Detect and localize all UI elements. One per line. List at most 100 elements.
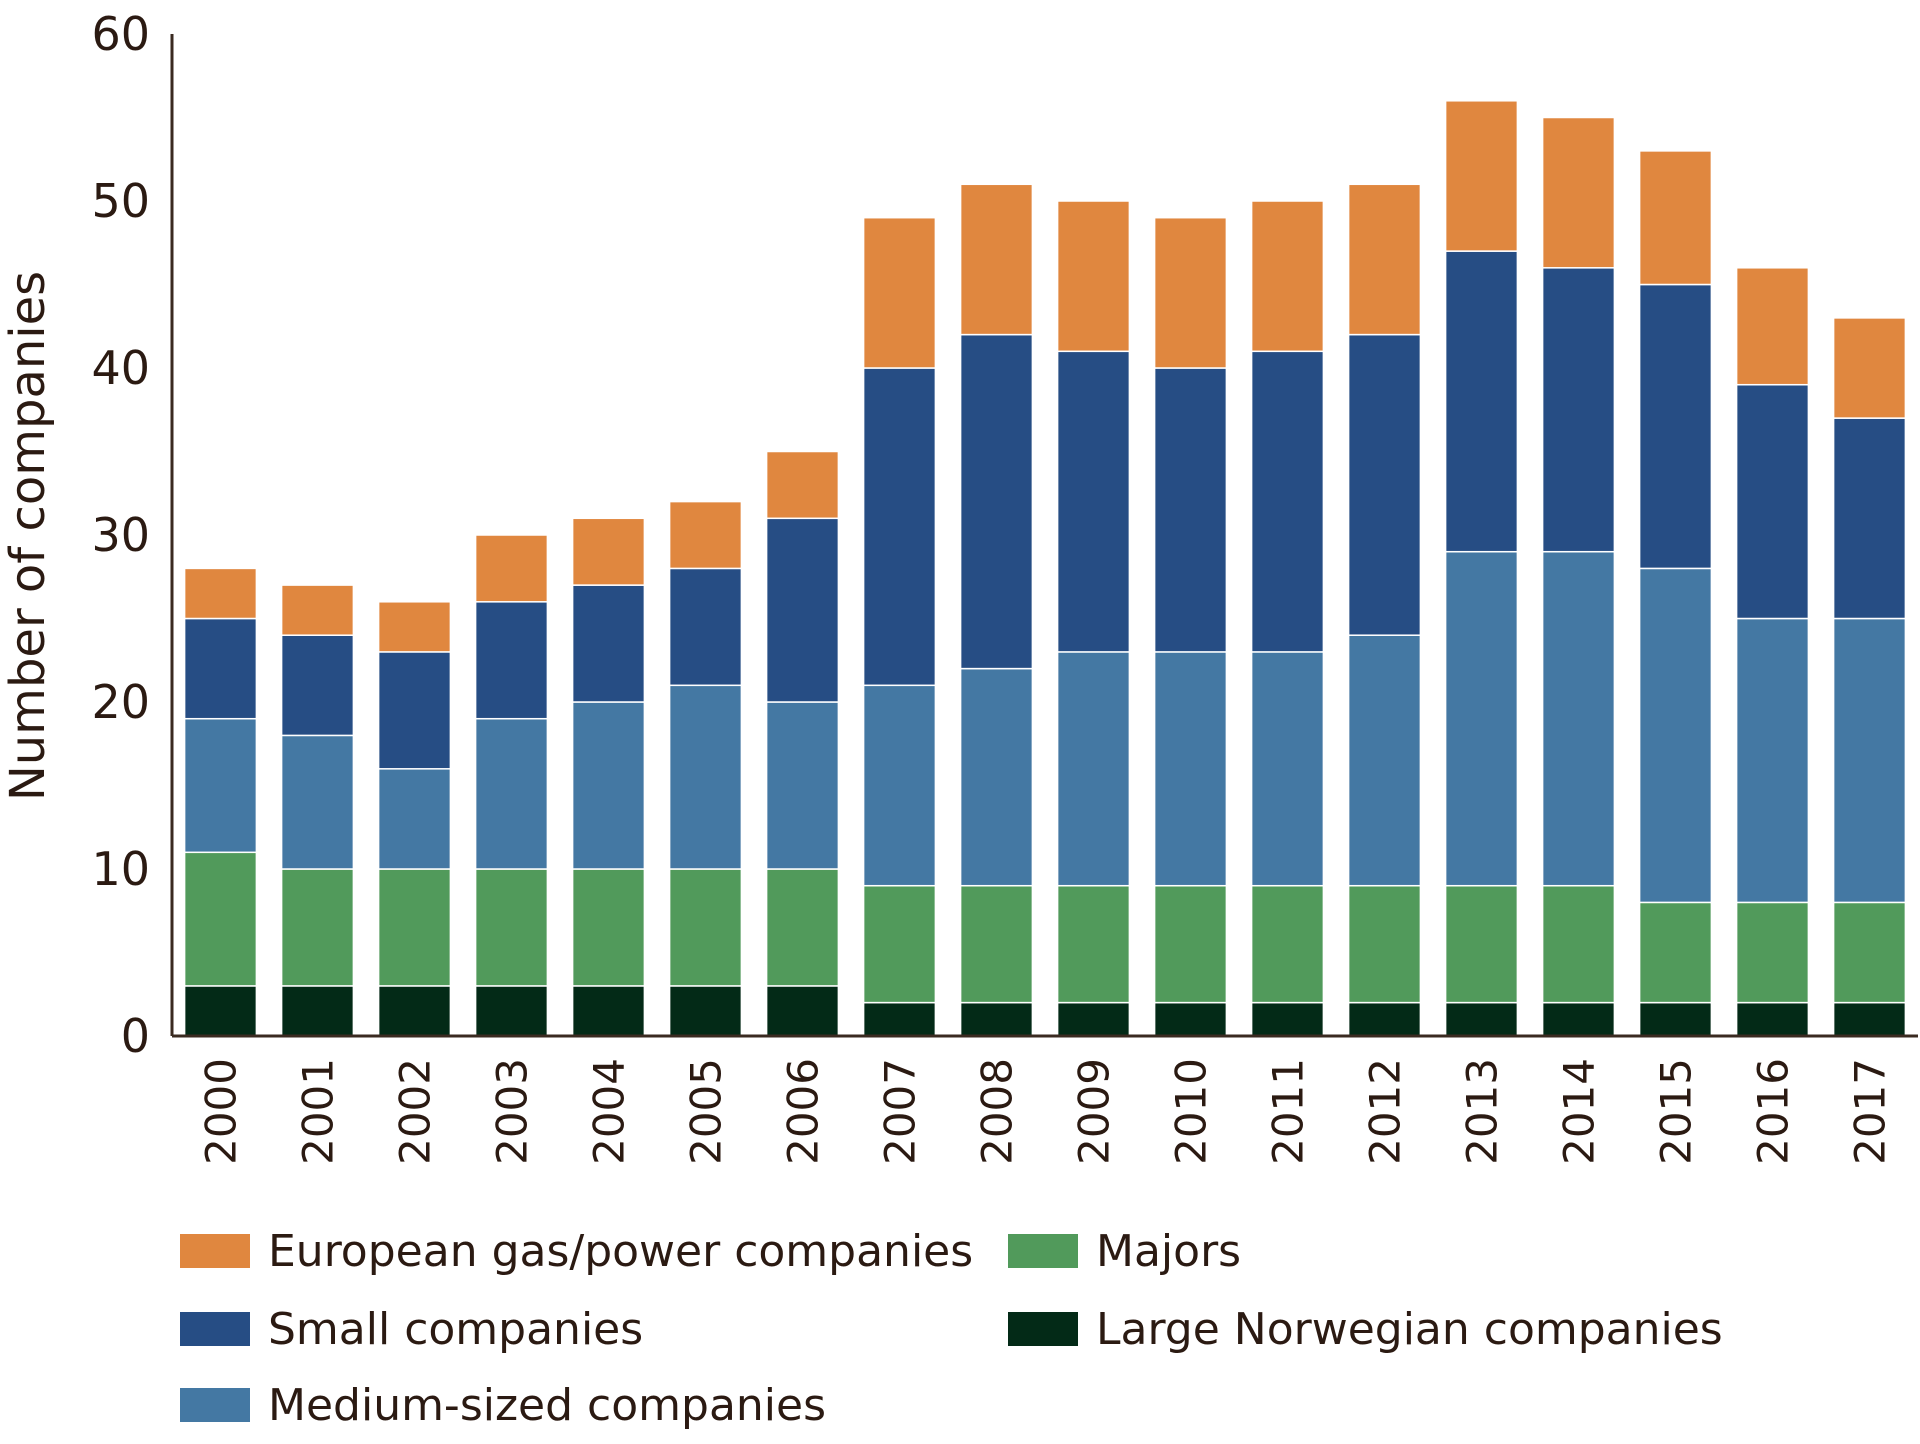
bar-segment-majors-2000 [183, 851, 258, 987]
bar-segment-majors-2006 [765, 868, 840, 987]
y-tick-label-0: 0 [121, 1009, 150, 1063]
bar-segment-medium-sized-companies-2007 [862, 684, 937, 887]
bar-segment-medium-sized-companies-2010 [1153, 651, 1228, 887]
bar-segment-large-norwegian-companies-2000 [183, 985, 258, 1037]
bar-segment-medium-sized-companies-2004 [571, 701, 646, 870]
y-tick-label-60: 60 [91, 7, 150, 61]
bars-layer [183, 100, 1907, 1037]
bar-segment-medium-sized-companies-2011 [1250, 651, 1325, 887]
bar-segment-large-norwegian-companies-2011 [1250, 1001, 1325, 1037]
x-tick-label-2007: 2007 [876, 1058, 925, 1165]
bar-segment-medium-sized-companies-2002 [377, 768, 452, 870]
bar-segment-medium-sized-companies-2014 [1541, 550, 1616, 887]
bar-segment-majors-2009 [1056, 884, 1131, 1004]
bar-segment-medium-sized-companies-2012 [1347, 634, 1422, 887]
bar-segment-majors-2003 [474, 868, 549, 987]
bar-segment-european-gas-power-companies-2003 [474, 534, 549, 603]
bar-segment-large-norwegian-companies-2009 [1056, 1001, 1131, 1037]
legend-swatch-medium-sized-companies [180, 1388, 250, 1422]
x-tick-label-2008: 2008 [973, 1058, 1022, 1165]
bar-segment-european-gas-power-companies-2010 [1153, 216, 1228, 369]
bar-segment-small-companies-2003 [474, 601, 549, 720]
x-tick-label-2017: 2017 [1846, 1058, 1895, 1165]
bar-segment-small-companies-2017 [1832, 417, 1907, 620]
bar-segment-european-gas-power-companies-2015 [1638, 150, 1713, 286]
bar-segment-majors-2014 [1541, 884, 1616, 1004]
legend-label-majors: Majors [1096, 1226, 1241, 1277]
bar-segment-medium-sized-companies-2003 [474, 717, 549, 870]
x-tick-label-2000: 2000 [197, 1058, 246, 1165]
legend-swatch-small-companies [180, 1312, 250, 1346]
bar-segment-european-gas-power-companies-2013 [1444, 100, 1519, 252]
bar-segment-small-companies-2009 [1056, 350, 1131, 653]
x-tick-labels: 2000 2001 2002 2003 2004 2005 2006 2007 2008 2009… [197, 1058, 1895, 1165]
bar-segment-majors-2011 [1250, 884, 1325, 1004]
bar-segment-small-companies-2005 [668, 567, 743, 687]
legend-swatch-large-norwegian-companies [1008, 1312, 1078, 1346]
legend-label-european-gas-power-companies: European gas/power companies [268, 1226, 973, 1277]
bar-segment-small-companies-2012 [1347, 333, 1422, 636]
bar-segment-european-gas-power-companies-2004 [571, 517, 646, 586]
x-tick-label-2010: 2010 [1167, 1058, 1216, 1165]
bar-segment-small-companies-2004 [571, 584, 646, 703]
x-tick-label-2011: 2011 [1264, 1058, 1313, 1165]
bar-segment-majors-2012 [1347, 884, 1422, 1004]
bar-segment-european-gas-power-companies-2017 [1832, 317, 1907, 419]
x-tick-label-2001: 2001 [294, 1058, 343, 1165]
bar-segment-medium-sized-companies-2017 [1832, 617, 1907, 904]
bar-segment-large-norwegian-companies-2002 [377, 985, 452, 1037]
bar-segment-large-norwegian-companies-2010 [1153, 1001, 1228, 1037]
bar-segment-small-companies-2007 [862, 367, 937, 687]
bar-segment-european-gas-power-companies-2002 [377, 601, 452, 653]
bar-segment-european-gas-power-companies-2011 [1250, 200, 1325, 353]
bar-segment-small-companies-2008 [959, 333, 1034, 670]
x-tick-label-2006: 2006 [779, 1058, 828, 1165]
x-tick-label-2009: 2009 [1070, 1058, 1119, 1165]
bar-segment-european-gas-power-companies-2008 [959, 183, 1034, 336]
legend: European gas/power companies Small compan… [180, 1226, 1723, 1431]
bar-segment-medium-sized-companies-2001 [280, 734, 355, 870]
bar-segment-large-norwegian-companies-2013 [1444, 1001, 1519, 1037]
bar-segment-large-norwegian-companies-2008 [959, 1001, 1034, 1037]
bar-segment-small-companies-2011 [1250, 350, 1325, 653]
y-axis-title: Number of companies [0, 271, 56, 801]
bar-segment-medium-sized-companies-2005 [668, 684, 743, 870]
bar-segment-small-companies-2006 [765, 517, 840, 703]
bar-segment-large-norwegian-companies-2012 [1347, 1001, 1422, 1037]
bar-segment-european-gas-power-companies-2014 [1541, 116, 1616, 269]
x-tick-label-2005: 2005 [682, 1058, 731, 1165]
x-tick-label-2016: 2016 [1749, 1058, 1798, 1165]
bar-segment-large-norwegian-companies-2016 [1735, 1001, 1810, 1037]
x-tick-label-2015: 2015 [1652, 1058, 1701, 1165]
bar-segment-majors-2013 [1444, 884, 1519, 1004]
bar-segment-european-gas-power-companies-2005 [668, 500, 743, 570]
bar-segment-large-norwegian-companies-2014 [1541, 1001, 1616, 1037]
legend-label-small-companies: Small companies [268, 1304, 643, 1355]
bar-segment-european-gas-power-companies-2007 [862, 216, 937, 369]
bar-segment-majors-2005 [668, 868, 743, 987]
bar-segment-medium-sized-companies-2008 [959, 667, 1034, 887]
bar-segment-small-companies-2010 [1153, 367, 1228, 653]
bar-segment-european-gas-power-companies-2012 [1347, 183, 1422, 336]
x-tick-label-2004: 2004 [585, 1058, 634, 1165]
bar-segment-european-gas-power-companies-2009 [1056, 200, 1131, 353]
bar-segment-large-norwegian-companies-2005 [668, 985, 743, 1037]
axes-layer [170, 34, 1918, 1038]
legend-label-large-norwegian-companies: Large Norwegian companies [1096, 1304, 1723, 1355]
legend-swatch-european-gas-power-companies [180, 1234, 250, 1268]
bar-segment-medium-sized-companies-2016 [1735, 617, 1810, 904]
bar-segment-small-companies-2015 [1638, 283, 1713, 570]
x-tick-label-2013: 2013 [1458, 1058, 1507, 1165]
bar-segment-medium-sized-companies-2006 [765, 701, 840, 870]
x-tick-label-2014: 2014 [1555, 1058, 1604, 1165]
bar-segment-medium-sized-companies-2015 [1638, 567, 1713, 904]
bar-segment-small-companies-2016 [1735, 383, 1810, 620]
bar-segment-large-norwegian-companies-2003 [474, 985, 549, 1037]
y-tick-label-30: 30 [91, 508, 150, 562]
bar-segment-majors-2001 [280, 868, 355, 987]
y-tick-label-20: 20 [91, 675, 150, 729]
bar-segment-large-norwegian-companies-2007 [862, 1001, 937, 1037]
bar-segment-majors-2015 [1638, 901, 1713, 1004]
bar-segment-small-companies-2001 [280, 634, 355, 737]
